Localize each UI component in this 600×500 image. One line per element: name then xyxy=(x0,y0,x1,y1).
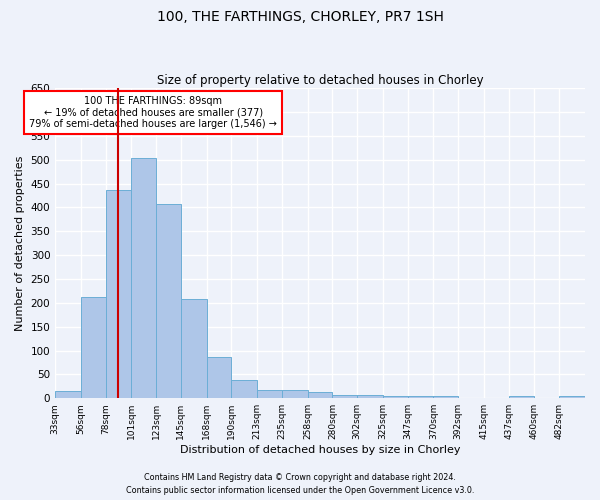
Bar xyxy=(357,396,383,398)
X-axis label: Distribution of detached houses by size in Chorley: Distribution of detached houses by size … xyxy=(180,445,460,455)
Bar xyxy=(232,380,257,398)
Bar xyxy=(407,396,433,398)
Text: 100, THE FARTHINGS, CHORLEY, PR7 1SH: 100, THE FARTHINGS, CHORLEY, PR7 1SH xyxy=(157,10,443,24)
Bar xyxy=(282,390,308,398)
Bar xyxy=(559,396,585,398)
Bar xyxy=(106,190,131,398)
Bar xyxy=(332,395,357,398)
Bar xyxy=(257,390,282,398)
Bar xyxy=(383,396,407,398)
Bar xyxy=(433,396,458,398)
Bar xyxy=(207,357,232,398)
Bar xyxy=(181,300,207,398)
Bar xyxy=(308,392,332,398)
Text: Contains HM Land Registry data © Crown copyright and database right 2024.
Contai: Contains HM Land Registry data © Crown c… xyxy=(126,474,474,495)
Y-axis label: Number of detached properties: Number of detached properties xyxy=(15,156,25,331)
Bar xyxy=(509,396,535,398)
Bar xyxy=(131,158,156,398)
Text: 100 THE FARTHINGS: 89sqm
← 19% of detached houses are smaller (377)
79% of semi-: 100 THE FARTHINGS: 89sqm ← 19% of detach… xyxy=(29,96,277,129)
Bar xyxy=(81,297,106,398)
Bar xyxy=(55,391,81,398)
Bar xyxy=(156,204,181,398)
Title: Size of property relative to detached houses in Chorley: Size of property relative to detached ho… xyxy=(157,74,484,87)
